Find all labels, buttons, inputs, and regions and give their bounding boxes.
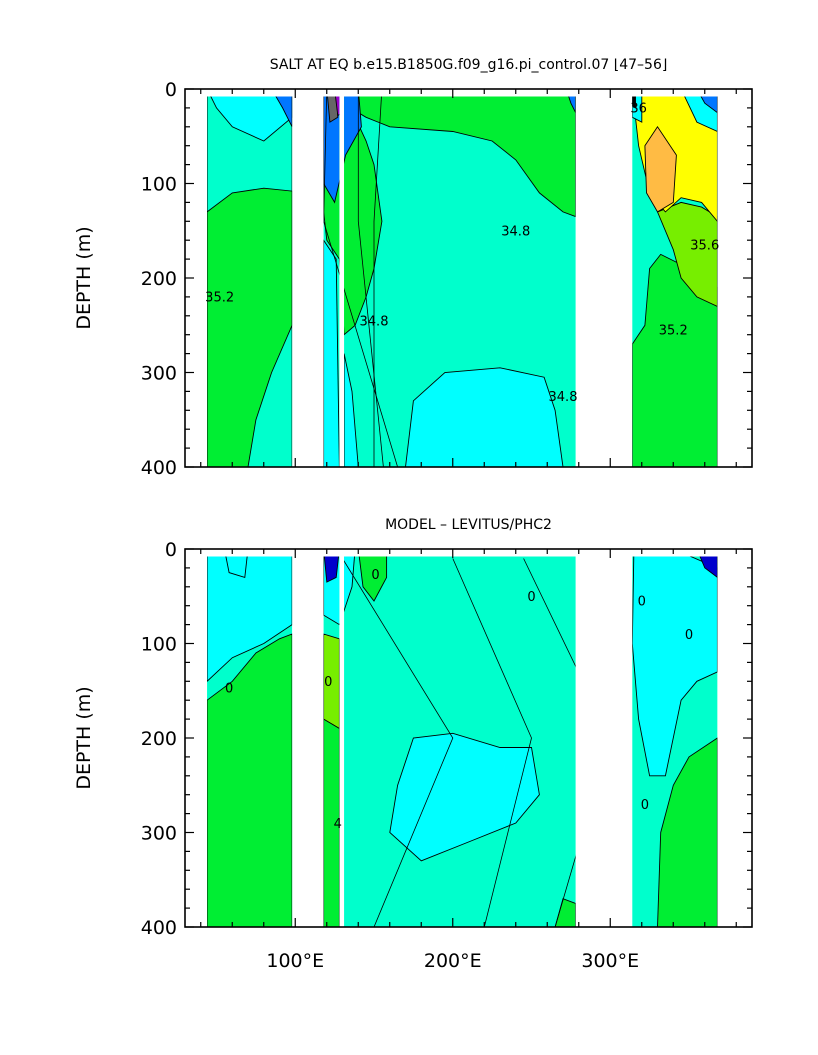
region-atlantic-edge: [631, 96, 636, 109]
region-pacific-wedge: [343, 353, 359, 467]
contour-label: 0: [371, 568, 379, 583]
region-indian-salty: [207, 187, 293, 467]
y-tick-label: 200: [141, 268, 177, 290]
y-tick-label: 100: [141, 174, 177, 196]
y-tick-label: 100: [141, 634, 177, 656]
contour-label: 35.6: [690, 239, 719, 254]
panel-salinity: 35.2 34.8 34.8 34.8 36 35.6 35.2 0 100 200 300 400 S…: [73, 57, 753, 479]
region-atlantic-top: [696, 96, 718, 114]
y-tick-label: 0: [165, 79, 177, 101]
y-tick-label: 400: [141, 457, 177, 479]
region-atlantic-dark: [696, 556, 718, 579]
contour-line: [452, 558, 532, 927]
region-pacific-east: [565, 96, 577, 113]
contour-label: 0: [638, 595, 646, 610]
contour-label: 0: [324, 675, 332, 690]
y-tick-label: 0: [165, 539, 177, 561]
region-atlantic-orange: [644, 125, 677, 213]
y-axis-label: DEPTH (m): [73, 226, 95, 329]
region-pacific-upper: [343, 96, 577, 218]
region-atlantic-base: [631, 253, 718, 467]
region-pacific-pos: [323, 718, 340, 927]
y-tick-label: 400: [141, 917, 177, 939]
chart-title: SALT AT EQ b.e15.B1850G.f09_g16.pi_contr…: [270, 57, 668, 73]
y-tick-label: 300: [141, 823, 177, 845]
region-indian-neg: [207, 556, 293, 683]
contour-line: [342, 558, 454, 927]
x-tick-label: 300°E: [581, 950, 639, 972]
region-pacific-strip: [323, 238, 340, 467]
region-indian-pos: [207, 633, 293, 927]
contour-label: 0: [641, 798, 649, 813]
contour-label: 4: [334, 817, 342, 832]
contour-label: 36: [630, 102, 647, 117]
region-pacific-fresh: [404, 367, 564, 467]
y-axis-label: DEPTH (m): [73, 686, 95, 789]
contour-label: 0: [225, 682, 233, 697]
region-atlantic-pos: [657, 737, 718, 927]
panel-difference: 0 0 0 0 0 0 0 4 0 100 200 300 400 100°E 200°E 300°E MODE…: [73, 517, 753, 972]
contour-line: [357, 96, 384, 467]
contour-label: 0: [527, 590, 535, 605]
y-tick-label: 200: [141, 728, 177, 750]
contour-fill: [207, 556, 718, 927]
contour-label: 34.8: [501, 224, 530, 239]
contour-label: 35.2: [659, 324, 688, 339]
region-atlantic-green: [656, 201, 718, 308]
x-tick-label: 100°E: [266, 950, 324, 972]
contour-fill: [207, 96, 718, 467]
region-pacific-grey: [326, 96, 339, 123]
region-indian-top: [270, 96, 293, 128]
contour-line: [373, 96, 383, 467]
y-tick-label: 300: [141, 363, 177, 385]
contour-label: 34.8: [549, 390, 578, 405]
chart-title: MODEL – LEVITUS/PHC2: [385, 517, 552, 533]
region-pacific-pos-top: [357, 556, 388, 602]
region-pacific-dark: [323, 556, 340, 583]
region-indian-fresh: [207, 96, 293, 142]
contour-label: 34.8: [360, 314, 389, 329]
x-tick-label: 200°E: [424, 950, 482, 972]
contour-label: 0: [685, 628, 693, 643]
region-indian-neg2: [223, 556, 249, 578]
contour-label: 35.2: [205, 291, 234, 306]
region-pacific-neg-mid: [389, 732, 540, 862]
contour-line: [323, 96, 398, 467]
